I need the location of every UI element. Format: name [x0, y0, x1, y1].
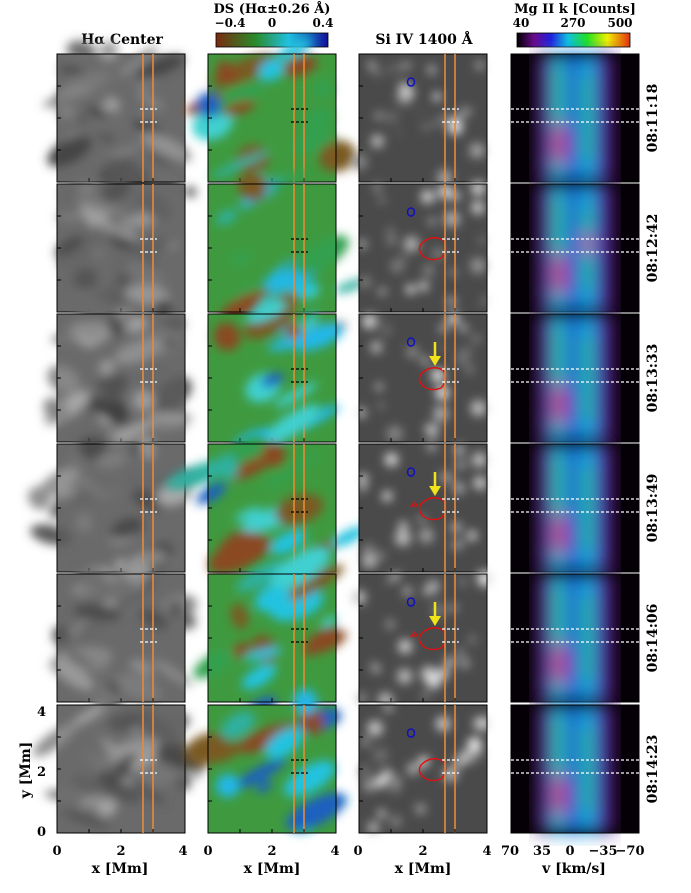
- y-axis: 4 2 0 y [Mm]: [18, 705, 46, 840]
- x-tick-label: 4: [330, 844, 339, 859]
- x-axis-label: x [Mm]: [92, 861, 149, 877]
- timestamp: 08:13:33: [645, 344, 661, 413]
- contour-blue: [406, 207, 416, 217]
- halpha-panel: [43, 292, 194, 465]
- v-tick-label: 0: [565, 844, 574, 859]
- title-halpha: Hα Center: [81, 32, 163, 48]
- arrow-head: [429, 616, 441, 626]
- colorbar-mg-tick: 500: [607, 16, 632, 30]
- x-tick-label: 2: [267, 844, 276, 859]
- contour-red: [418, 627, 447, 651]
- halpha-panel: [32, 686, 206, 834]
- contour-red: [418, 237, 447, 261]
- y-axis-label: y [Mm]: [18, 742, 34, 800]
- ds-panel: [207, 299, 347, 460]
- colorbar-mg-tick: 40: [513, 16, 530, 30]
- arrow-head: [429, 486, 441, 496]
- contour-blue: [406, 337, 416, 347]
- mgii-panel: [510, 573, 640, 703]
- colorbar-ds: −0.4 0 0.4: [215, 16, 334, 48]
- colorbar-mg-tick: 270: [560, 16, 585, 30]
- contour-red: [418, 497, 447, 521]
- mgii-panel: [510, 313, 640, 443]
- x-tick-label: 4: [482, 844, 491, 859]
- timestamp: 08:12:42: [645, 214, 661, 283]
- title-ds: DS (Hα±0.26 Å): [214, 1, 331, 17]
- timestamp: 08:14:23: [645, 735, 661, 804]
- colorbar-ds-tick: −0.4: [215, 16, 246, 30]
- mgii-panel: [510, 183, 640, 313]
- siiv-panel: [358, 442, 488, 573]
- x-tick-label: 0: [52, 844, 61, 859]
- y-tick-label: 4: [37, 705, 46, 720]
- siiv-panel: [356, 312, 488, 443]
- colorbar-mg: 40 270 500: [513, 16, 633, 48]
- x-axis-label: x [Mm]: [395, 861, 452, 877]
- x-axis-halpha: 0 2 4 x [Mm]: [52, 844, 187, 877]
- title-mgii: Mg II k [Counts]: [514, 2, 636, 17]
- x-tick-label: 0: [353, 844, 362, 859]
- timestamp: 08:11:18: [645, 84, 661, 153]
- y-tick-label: 2: [37, 765, 46, 780]
- siiv-panel: [352, 570, 493, 707]
- x-axis-ds: 0 2 4 x [Mm]: [203, 844, 339, 877]
- arrow-head: [429, 356, 441, 366]
- x-tick-label: 2: [116, 844, 125, 859]
- contour-red: [418, 758, 447, 782]
- title-siiv: Si IV 1400 Å: [375, 30, 473, 48]
- contour-red: [409, 630, 418, 637]
- x-axis-velocity: 70 35 0 −35 −70 v [km/s]: [501, 844, 645, 877]
- halpha-panel: [48, 557, 198, 712]
- x-tick-label: 2: [418, 844, 427, 859]
- contour-blue: [406, 597, 416, 607]
- mgii-panel: [510, 443, 640, 573]
- colorbar-ds-tick: 0: [268, 16, 276, 30]
- ds-panel: [207, 170, 365, 327]
- contour-blue: [406, 77, 416, 87]
- panel-grid: 08:11:18 08:12:42 08:13:33 08:13:49 08:14:06…: [28, 38, 661, 834]
- v-tick-label: −35: [589, 844, 618, 859]
- mgii-panel: [510, 704, 640, 834]
- contour-blue: [406, 728, 416, 738]
- v-tick-label: 35: [533, 844, 551, 859]
- ds-panel: [185, 38, 356, 183]
- siiv-panel: [351, 53, 488, 185]
- timestamp: 08:13:49: [645, 474, 661, 543]
- x-tick-label: 0: [203, 844, 212, 859]
- contour-blue: [406, 467, 416, 477]
- halpha-panel: [28, 419, 196, 588]
- contour-red: [409, 500, 418, 507]
- timestamp: 08:14:06: [645, 604, 661, 673]
- x-axis-label: x [Mm]: [244, 861, 301, 877]
- contour-red: [418, 367, 447, 391]
- v-tick-label: −70: [616, 844, 645, 859]
- halpha-panel: [42, 40, 192, 192]
- siiv-panel: [358, 181, 488, 313]
- mgii-panel: [510, 53, 640, 183]
- ds-panel: [193, 545, 347, 721]
- x-axis-siiv: 0 2 4 x [Mm]: [353, 844, 491, 877]
- v-axis-label: v [km/s]: [541, 861, 606, 877]
- y-tick-label: 0: [37, 825, 46, 840]
- x-tick-label: 4: [178, 844, 187, 859]
- v-tick-label: 70: [501, 844, 519, 859]
- ds-panel: [185, 689, 349, 834]
- siiv-panel: [358, 702, 490, 834]
- halpha-panel: [55, 177, 197, 316]
- colorbar-ds-tick: 0.4: [313, 16, 334, 30]
